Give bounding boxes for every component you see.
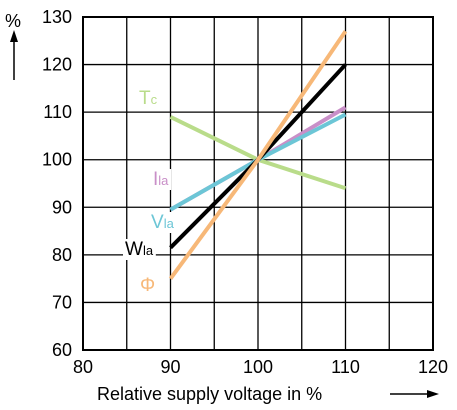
y-tick-label: 120 [42, 55, 72, 75]
x-tick-label: 100 [243, 357, 273, 377]
series-label-tc: Tc [137, 88, 160, 109]
x-tick-label: 110 [331, 357, 360, 377]
x-tick-label: 90 [160, 357, 180, 377]
series-label-text: Vla [151, 212, 175, 233]
series-label-bg [123, 239, 156, 260]
series-label-text: Wla [125, 239, 154, 260]
x-right-arrow-icon [390, 390, 439, 398]
series-lines [168, 30, 348, 280]
series-line-phi [168, 30, 348, 280]
series-label-sub: c [151, 92, 158, 107]
y-tick-label: 130 [42, 7, 72, 27]
series-label-ila: Ila [151, 169, 172, 190]
series-label-main: I [153, 169, 158, 190]
series-label-sub: la [158, 173, 169, 188]
series-label-text: Ila [153, 169, 169, 190]
series-label-bg [137, 88, 160, 109]
grid [83, 17, 433, 350]
y-tick-label: 80 [52, 245, 72, 265]
series-label-phi: Φ [138, 275, 158, 296]
y-unit-label: % [5, 11, 21, 31]
y-tick-label: 100 [42, 150, 72, 170]
x-tick-label: 80 [73, 357, 93, 377]
y-tick-label: 70 [52, 292, 72, 312]
series-label-main: T [139, 88, 151, 109]
series-label-text: Φ [140, 275, 155, 296]
series-label-text: Tc [139, 88, 158, 109]
plot-frame [82, 16, 434, 351]
series-label-bg [149, 212, 177, 233]
x-axis-label: Relative supply voltage in % [97, 384, 322, 404]
series-label-sub: la [164, 216, 175, 231]
series-label-sub: la [143, 243, 154, 258]
series-label-vla: Vla [149, 212, 177, 233]
series-label-main: Φ [140, 275, 155, 296]
series-label-bg [151, 169, 172, 190]
y-tick-label: 90 [52, 197, 72, 217]
y-up-arrow-icon [10, 30, 18, 80]
series-label-bg [138, 275, 158, 296]
y-tick-label: 60 [52, 340, 72, 360]
series-label-main: V [151, 212, 164, 233]
series-label-main: W [125, 239, 143, 260]
y-tick-label: 110 [43, 102, 72, 122]
series-label-wla: Wla [123, 239, 156, 260]
x-tick-label: 120 [418, 357, 448, 377]
tick-labels: 80 90 100 110 120 60 70 80 90 100 110 120 130 [42, 7, 448, 377]
